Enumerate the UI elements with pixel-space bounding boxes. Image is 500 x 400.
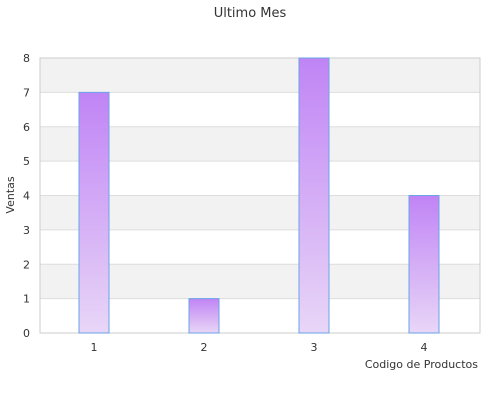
y-tick-label: 4 [23,190,30,203]
background-band [40,264,480,299]
bars [78,57,440,334]
background-bands [40,58,480,299]
background-band [40,195,480,230]
x-tick-label: 3 [311,341,318,354]
x-tick-label: 1 [91,341,98,354]
bar-2 [188,298,220,334]
y-axis-ticks: 0 1 2 3 4 5 6 7 8 [23,52,30,340]
x-axis-ticks: 1 2 3 4 [91,341,428,354]
y-tick-label: 1 [23,293,30,306]
y-tick-label: 2 [23,258,30,271]
y-axis-label: Ventas [4,176,17,213]
bar-1 [78,91,110,334]
y-tick-label: 5 [23,155,30,168]
y-tick-label: 0 [23,327,30,340]
background-band [40,58,480,93]
y-tick-label: 7 [23,86,30,99]
x-tick-label: 4 [421,341,428,354]
y-tick-label: 3 [23,224,30,237]
chart-title: Ultimo Mes [214,6,287,21]
bar-4 [408,195,440,334]
y-tick-label: 8 [23,52,30,65]
y-tick-label: 6 [23,121,30,134]
x-axis-label: Codigo de Productos [365,358,478,371]
bar-3 [298,57,330,334]
background-band [40,126,480,162]
x-tick-label: 2 [201,341,208,354]
plot-area-frame [39,57,481,334]
